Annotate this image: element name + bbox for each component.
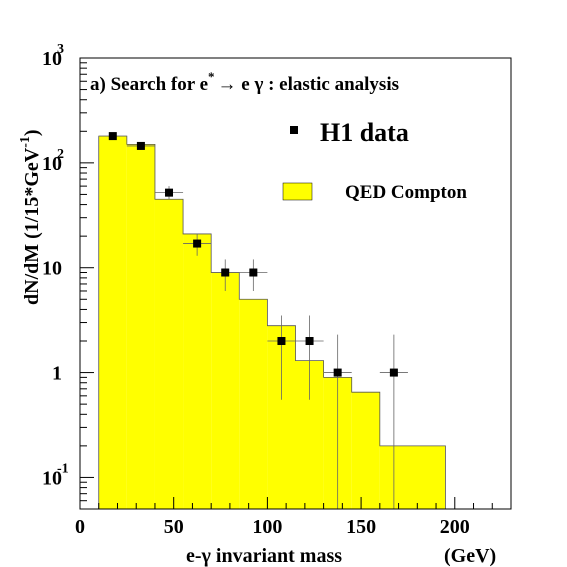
y-tick-label: 10 [42,48,62,70]
data-point [136,141,145,150]
y-axis-label: dN/dM (1/15*GeV-1) [18,129,43,305]
x-axis-unit: (GeV) [444,545,496,567]
data-point [333,368,342,377]
y-axis-label-end: ) [21,129,43,136]
legend: H1 data QED Compton [282,118,467,203]
qed-compton-histogram [98,135,446,510]
x-axis-label: e-γ invariant mass [186,545,342,567]
histogram-bin [183,233,212,509]
x-axis-ticks: 0 50 100 150 200 [75,497,512,538]
legend-h1-data-marker [290,126,298,134]
data-point [221,268,230,277]
y-tick-exponent: 2 [57,147,64,162]
data-point [165,188,174,197]
histogram-bin [211,272,240,509]
x-tick-label: 150 [346,516,376,538]
histogram-bin [239,299,268,509]
chart-title-superscript: * [208,69,215,84]
y-tick-exponent: -1 [57,461,69,476]
h1-data-points [108,132,398,377]
x-tick-label: 200 [440,516,470,538]
data-point [193,239,202,248]
data-point [249,268,258,277]
x-tick-label: 50 [164,516,184,538]
histogram-bin [379,445,446,509]
chart-title-rest: → e γ : elastic analysis [218,74,399,95]
y-tick-label: 10 [42,153,62,175]
data-point [389,368,398,377]
y-axis-label-superscript: -1 [18,136,33,148]
data-point [277,337,286,346]
histogram-bin [126,144,155,509]
data-point [108,132,117,141]
chart-title: a) Search for e* → e γ : elastic analysis [90,69,399,95]
histogram-outline [98,135,446,509]
y-tick-label: 10 [42,467,62,489]
data-point [305,337,314,346]
y-tick-label: 1 [52,363,62,385]
histogram-bin [98,136,127,510]
x-tick-label: 100 [252,516,282,538]
y-tick-label: 10 [42,258,62,280]
y-tick-exponent: 3 [57,42,64,57]
legend-qed-compton-label: QED Compton [345,182,467,203]
legend-qed-compton-swatch [282,182,313,201]
x-tick-label: 0 [75,516,85,538]
legend-h1-data-label: H1 data [320,118,409,147]
histogram-bin [351,392,380,509]
histogram-bin [154,199,184,509]
